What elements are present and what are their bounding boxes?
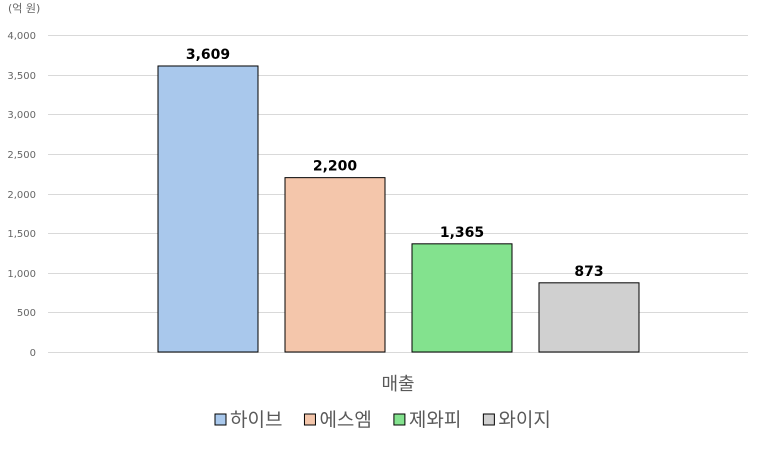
y-tick-label: 3,000 xyxy=(7,110,36,121)
y-tick-label: 4,000 xyxy=(7,31,36,42)
legend-swatch xyxy=(393,413,406,426)
y-tick-label: 0 xyxy=(30,348,36,359)
legend: 하이브 에스엠 제와피 와이지 xyxy=(214,409,551,431)
legend-label: 하이브 xyxy=(230,409,282,431)
data-label: 2,200 xyxy=(313,159,358,175)
bar xyxy=(157,65,259,353)
y-tick-label: 1,000 xyxy=(7,269,36,280)
category-label: 매출 xyxy=(381,374,414,395)
y-tick-label: 3,500 xyxy=(7,71,36,82)
y-tick-label: 2,000 xyxy=(7,190,36,201)
gridlines xyxy=(48,35,748,353)
legend-swatch xyxy=(214,413,227,426)
legend-label: 에스엠 xyxy=(319,409,371,431)
bar xyxy=(284,177,386,353)
legend-swatch xyxy=(482,413,495,426)
data-labels: 3,609 2,200 1,365 873 xyxy=(186,47,604,280)
y-axis-ticks: 0 500 1,000 1,500 2,000 2,500 3,000 3,500 4,000 xyxy=(7,31,36,359)
legend-label: 제와피 xyxy=(409,409,461,431)
data-label: 873 xyxy=(574,264,603,280)
data-label: 3,609 xyxy=(186,47,230,63)
legend-swatch xyxy=(303,413,316,426)
y-tick-label: 1,500 xyxy=(7,229,36,240)
bar xyxy=(411,243,513,353)
y-tick-label: 2,500 xyxy=(7,150,36,161)
bars xyxy=(157,65,640,353)
y-axis-unit-label: (억 원) xyxy=(8,2,40,15)
legend-label: 와이지 xyxy=(498,409,550,431)
bar xyxy=(538,282,640,353)
data-label: 1,365 xyxy=(440,225,484,241)
y-tick-label: 500 xyxy=(17,308,36,319)
